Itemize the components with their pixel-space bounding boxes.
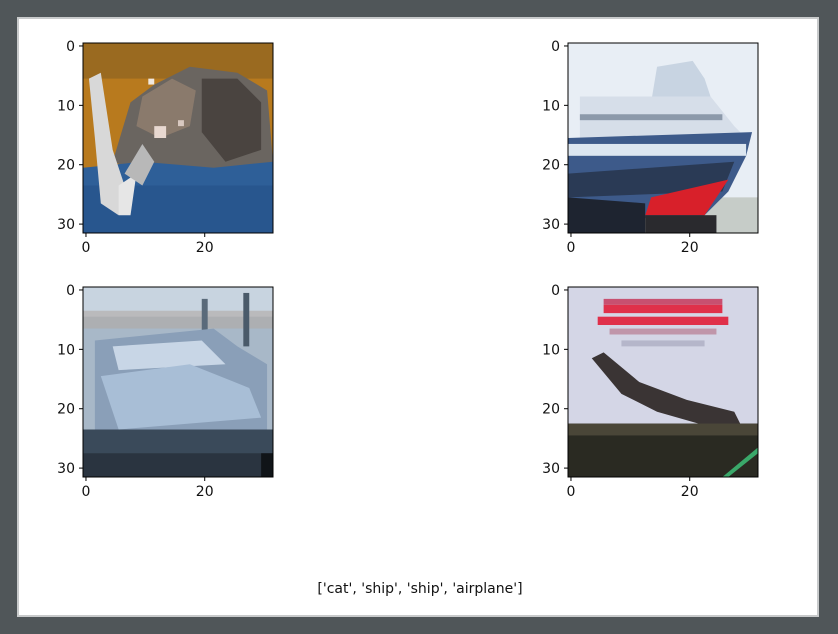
x-tick-label: 0 xyxy=(82,240,91,256)
subplot-1: 0 10 20 30 0 20 xyxy=(57,39,273,256)
x-tick-label: 20 xyxy=(681,240,699,256)
y-tick-label: 20 xyxy=(542,158,560,174)
y-tick-label: 10 xyxy=(542,98,560,114)
y-tick-label: 0 xyxy=(66,39,75,55)
y-tick-label: 20 xyxy=(57,402,75,418)
y-tick-label: 20 xyxy=(542,402,560,418)
y-tick-label: 20 xyxy=(57,158,75,174)
labels-caption: ['cat', 'ship', 'ship', 'airplane'] xyxy=(19,581,821,597)
y-tick-label: 10 xyxy=(542,342,560,358)
x-tick-label: 0 xyxy=(567,240,576,256)
subplot-2: 0 10 20 30 0 20 xyxy=(542,39,758,256)
subplot-3: 0 10 20 30 0 20 xyxy=(57,283,273,500)
y-tick-label: 10 xyxy=(57,98,75,114)
x-tick-label: 20 xyxy=(196,484,214,500)
figure: 0 10 20 30 0 20 0 10 20 30 0 20 0 10 20 30 0 20 0 10 20 30 0 20… xyxy=(17,17,819,617)
x-tick-label: 20 xyxy=(196,240,214,256)
x-tick-label: 0 xyxy=(567,484,576,500)
y-tick-label: 30 xyxy=(542,461,560,477)
image-ship xyxy=(83,287,273,477)
y-tick-label: 30 xyxy=(57,217,75,233)
x-tick-label: 0 xyxy=(82,484,91,500)
y-tick-label: 0 xyxy=(551,283,560,299)
image-ship xyxy=(568,43,758,233)
image-airplane xyxy=(568,287,758,477)
subplots-grid: 0 10 20 30 0 20 0 10 20 30 0 20 0 10 20 30 0 20 0 10 20 30 0 20 xyxy=(19,19,821,579)
y-tick-label: 30 xyxy=(57,461,75,477)
y-tick-label: 30 xyxy=(542,217,560,233)
x-tick-label: 20 xyxy=(681,484,699,500)
subplot-4: 0 10 20 30 0 20 xyxy=(542,283,758,500)
y-tick-label: 0 xyxy=(66,283,75,299)
image-cat xyxy=(83,43,273,233)
y-tick-label: 10 xyxy=(57,342,75,358)
y-tick-label: 0 xyxy=(551,39,560,55)
